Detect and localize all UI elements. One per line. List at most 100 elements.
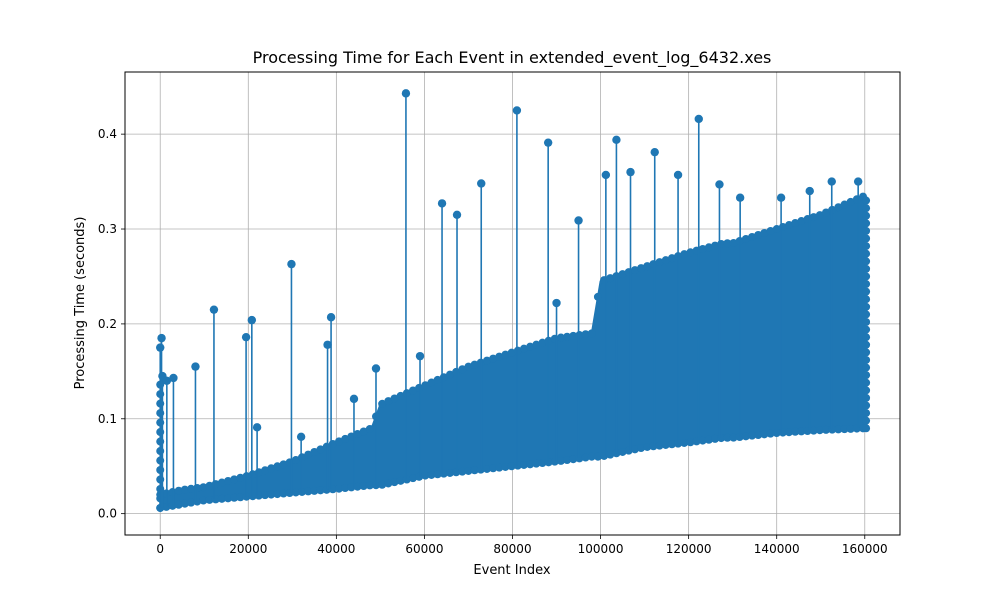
data-point-marker	[335, 484, 344, 493]
data-point-marker	[760, 430, 769, 439]
data-point-marker	[532, 340, 541, 349]
data-point-marker	[593, 452, 602, 461]
data-point-marker	[489, 464, 498, 473]
data-point-marker	[322, 485, 331, 494]
data-point-marker	[593, 292, 602, 301]
data-point-marker	[846, 197, 855, 206]
data-point-marker	[754, 430, 763, 439]
x-tick-label: 40000	[317, 542, 355, 556]
data-point-marker	[452, 468, 461, 477]
data-point-marker	[809, 213, 818, 222]
data-point-marker	[686, 248, 695, 257]
data-point-marker	[772, 225, 781, 234]
data-point-marker	[267, 464, 276, 473]
stem-marker	[162, 376, 172, 386]
data-point-marker	[359, 427, 368, 436]
data-point-marker	[815, 426, 824, 435]
data-point-marker	[273, 462, 282, 471]
data-point-marker	[359, 482, 368, 491]
x-tick-label: 60000	[405, 542, 443, 556]
data-point-marker	[581, 453, 590, 462]
y-axis-ticks: 0.0 0.1 0.2 0.3 0.4	[98, 127, 125, 521]
stem-marker	[401, 89, 411, 98]
data-point-marker	[421, 381, 430, 390]
data-point-marker	[741, 432, 750, 441]
data-point-marker	[464, 466, 473, 475]
data-point-marker	[834, 203, 843, 212]
stem-marker	[735, 193, 745, 202]
x-tick-label: 160000	[842, 542, 888, 556]
data-point-marker	[862, 340, 871, 349]
data-point-marker	[862, 409, 871, 418]
data-point-marker	[316, 486, 325, 495]
stem-marker	[241, 332, 251, 342]
data-point-marker	[862, 363, 871, 372]
data-point-marker	[396, 391, 405, 400]
data-point-marker	[815, 211, 824, 220]
data-point-marker	[862, 318, 871, 327]
data-point-marker	[452, 367, 461, 376]
data-point-marker	[526, 342, 535, 351]
data-point-marker	[729, 238, 738, 247]
data-point-marker	[766, 429, 775, 438]
stem-marker	[296, 432, 306, 442]
data-point-marker	[840, 200, 849, 209]
data-point-marker	[862, 348, 871, 357]
data-point-marker	[513, 461, 522, 470]
data-point-marker	[643, 262, 652, 271]
data-point-marker	[748, 232, 757, 241]
data-point-marker	[862, 287, 871, 296]
data-point-marker	[704, 243, 713, 252]
data-point-marker	[402, 389, 411, 398]
data-point-marker	[279, 489, 288, 498]
data-point-marker	[563, 332, 572, 341]
data-point-marker	[427, 470, 436, 479]
data-point-marker	[341, 484, 350, 493]
data-point-marker	[519, 460, 528, 469]
x-tick-label: 80000	[493, 542, 531, 556]
stem-marker	[371, 364, 381, 373]
data-point-marker	[655, 258, 664, 267]
data-point-marker	[862, 249, 871, 258]
stem-marker	[543, 138, 553, 147]
stem-marker	[776, 193, 786, 202]
data-point-marker	[538, 338, 547, 347]
data-point-marker	[643, 442, 652, 451]
data-point-marker	[187, 498, 196, 507]
stem-marker	[626, 167, 635, 177]
data-point-marker	[415, 472, 424, 481]
data-point-marker	[862, 333, 871, 342]
data-point-marker	[433, 470, 442, 479]
data-point-marker	[427, 378, 436, 387]
data-point-marker	[335, 437, 344, 446]
chart-title: Processing Time for Each Event in extend…	[253, 48, 772, 68]
data-point-marker	[809, 426, 818, 435]
stem-marker	[574, 216, 583, 225]
stem-marker	[247, 315, 257, 325]
data-point-marker	[408, 386, 417, 395]
data-point-marker	[862, 204, 871, 213]
data-point-marker	[862, 226, 871, 235]
data-point-marker	[458, 365, 467, 374]
data-point-marker	[538, 458, 547, 467]
data-point-marker	[862, 264, 871, 273]
data-point-marker	[862, 211, 871, 220]
data-point-marker	[180, 485, 189, 494]
data-point-marker	[445, 468, 454, 477]
data-point-marker	[365, 424, 374, 433]
stem-marker	[673, 170, 683, 180]
data-point-marker	[489, 354, 498, 363]
data-point-marker	[279, 460, 288, 469]
data-point-marker	[310, 486, 319, 495]
data-point-marker	[519, 344, 528, 353]
data-point-marker	[723, 239, 732, 248]
data-point-marker	[378, 480, 387, 489]
data-point-marker	[199, 496, 208, 505]
data-point-marker	[230, 475, 239, 484]
data-point-marker	[862, 302, 871, 311]
data-point-marker	[187, 484, 196, 493]
data-point-marker	[458, 467, 467, 476]
stem-marker	[827, 177, 836, 186]
data-point-marker	[862, 371, 871, 380]
data-point-marker	[261, 491, 270, 500]
